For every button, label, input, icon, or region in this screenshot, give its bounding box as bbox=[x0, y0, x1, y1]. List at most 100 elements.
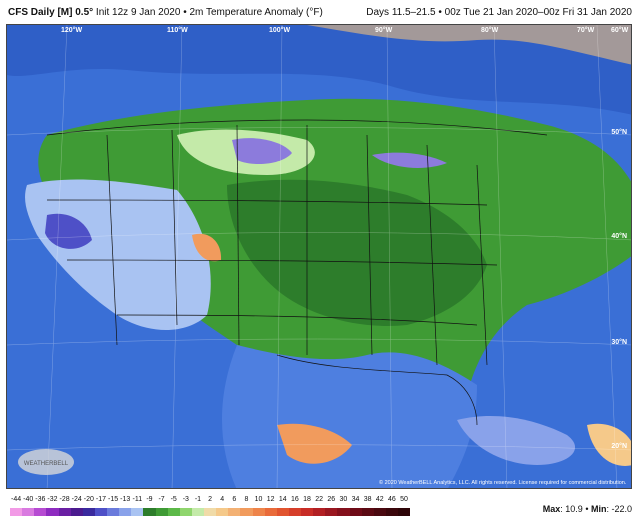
init-time: Init 12z 9 Jan 2020 bbox=[95, 6, 181, 18]
scale-swatch bbox=[179, 508, 192, 516]
caribbean-warm bbox=[587, 423, 631, 466]
northeast-warm-patch bbox=[307, 25, 631, 65]
scale-swatch bbox=[264, 508, 277, 516]
scale-swatch bbox=[46, 508, 59, 516]
map-canvas bbox=[7, 25, 631, 488]
lon-label-90w: 90°W bbox=[375, 27, 393, 34]
california-blue bbox=[45, 213, 92, 249]
scale-tick-label: -17 bbox=[95, 496, 106, 503]
scale-tick-label: 30 bbox=[339, 496, 348, 503]
scale-swatch bbox=[313, 508, 326, 516]
scale-swatch bbox=[349, 508, 362, 516]
rockies-warm-spot bbox=[192, 233, 222, 262]
max-value: 10.9 bbox=[565, 504, 583, 514]
min-value: -22.0 bbox=[611, 504, 632, 514]
scale-swatch bbox=[240, 508, 253, 516]
lon-label-120w: 120°W bbox=[61, 27, 83, 34]
max-min-readout: Max: 10.9 • Min: -22.0 bbox=[542, 504, 632, 514]
scale-tick-label: -44 bbox=[11, 496, 22, 503]
temperature-anomaly-map: 120°W 110°W 100°W 90°W 80°W 70°W 60°W 50… bbox=[6, 24, 632, 489]
scale-swatch bbox=[276, 508, 289, 516]
scale-tick-label: -7 bbox=[158, 496, 165, 503]
lat-label-50n: 50°N bbox=[611, 129, 627, 136]
caribbean-blue bbox=[457, 415, 576, 465]
max-label: Max bbox=[542, 504, 561, 514]
scale-tick-label: 34 bbox=[351, 496, 360, 503]
scale-tick-label: 12 bbox=[266, 496, 275, 503]
scale-tick-label: 10 bbox=[254, 496, 263, 503]
scale-swatch bbox=[191, 508, 204, 516]
scale-swatch bbox=[385, 508, 398, 516]
scale-tick-label: 42 bbox=[375, 496, 384, 503]
scale-swatch bbox=[10, 508, 23, 516]
model-name: CFS Daily [M] 0.5° bbox=[8, 6, 94, 18]
scale-swatch bbox=[325, 508, 338, 516]
scale-swatch bbox=[143, 508, 156, 516]
scale-tick-label: -13 bbox=[120, 496, 131, 503]
scale-tick-label: -36 bbox=[35, 496, 46, 503]
scale-swatch bbox=[216, 508, 229, 516]
copyright-notice: © 2020 WeatherBELL Analytics, LLC. All r… bbox=[379, 480, 627, 486]
great-lakes-purple bbox=[372, 152, 447, 168]
lon-label-110w: 110°W bbox=[167, 27, 188, 34]
color-scale-ticks: -44 -40 -36 -32 -28 -24 -20 -17 -15 -13 -11 -9 -7 -5-… bbox=[10, 496, 410, 504]
scale-tick-label: 26 bbox=[327, 496, 336, 503]
scale-tick-label: -24 bbox=[71, 496, 82, 503]
scale-swatch bbox=[82, 508, 95, 516]
lat-label-30n: 30°N bbox=[611, 339, 627, 346]
scale-swatch bbox=[301, 508, 314, 516]
scale-tick-label: -9 bbox=[146, 496, 153, 503]
min-label: Min bbox=[590, 504, 607, 514]
scale-tick-label: -40 bbox=[23, 496, 34, 503]
lon-label-100w: 100°W bbox=[269, 27, 291, 34]
header: CFS Daily [M] 0.5° Init 12z 9 Jan 2020 •… bbox=[8, 6, 632, 18]
lat-label-40n: 40°N bbox=[611, 233, 627, 240]
scale-tick-label: -15 bbox=[108, 496, 119, 503]
scale-tick-label: -20 bbox=[83, 496, 94, 503]
scale-swatch bbox=[155, 508, 168, 516]
scale-tick-label: -5 bbox=[170, 496, 177, 503]
scale-swatch bbox=[204, 508, 217, 516]
field-name: 2m Temperature Anomaly (°F) bbox=[189, 6, 323, 18]
mexico-warm-patch bbox=[277, 423, 352, 464]
plains-darker-green bbox=[227, 179, 487, 326]
lat-label-20n: 20°N bbox=[611, 443, 627, 450]
scale-swatch bbox=[70, 508, 83, 516]
weatherbell-logo: WEATHERBELL bbox=[17, 448, 75, 476]
scale-tick-label: -28 bbox=[59, 496, 70, 503]
scale-tick-label: 2 bbox=[208, 496, 213, 503]
lon-label-60w: 60°W bbox=[611, 27, 629, 34]
boundaries bbox=[46, 119, 548, 426]
scale-tick-label: 4 bbox=[220, 496, 225, 503]
scale-tick-label: -11 bbox=[132, 496, 143, 503]
scale-swatch bbox=[58, 508, 71, 516]
valid-period: Days 11.5–21.5 • 00z Tue 21 Jan 2020–00z… bbox=[366, 6, 632, 18]
graticule bbox=[7, 25, 631, 488]
northern-blue-region bbox=[7, 25, 631, 115]
scale-swatch bbox=[119, 508, 132, 516]
scale-swatch bbox=[22, 508, 35, 516]
scale-tick-label: -3 bbox=[182, 496, 189, 503]
scale-swatch bbox=[167, 508, 180, 516]
gulf-of-mexico bbox=[222, 345, 477, 488]
scale-swatch bbox=[288, 508, 301, 516]
scale-tick-label: 8 bbox=[244, 496, 249, 503]
scale-swatch bbox=[361, 508, 374, 516]
scale-tick-label: -32 bbox=[47, 496, 58, 503]
scale-swatch bbox=[94, 508, 107, 516]
scale-swatch bbox=[398, 508, 411, 516]
scale-tick-label: 14 bbox=[278, 496, 287, 503]
scale-swatch bbox=[252, 508, 265, 516]
scale-tick-label: 18 bbox=[303, 496, 311, 503]
scale-tick-label: 50 bbox=[400, 496, 408, 503]
lon-label-70w: 70°W bbox=[577, 27, 595, 34]
scale-swatch bbox=[228, 508, 241, 516]
scale-swatch bbox=[373, 508, 386, 516]
scale-tick-label: -1 bbox=[194, 496, 202, 503]
scale-tick-label: 6 bbox=[232, 496, 237, 503]
color-scale-bar bbox=[10, 508, 411, 528]
scale-swatch bbox=[131, 508, 144, 516]
scale-tick-label: 16 bbox=[291, 496, 299, 503]
scale-swatch bbox=[34, 508, 47, 516]
